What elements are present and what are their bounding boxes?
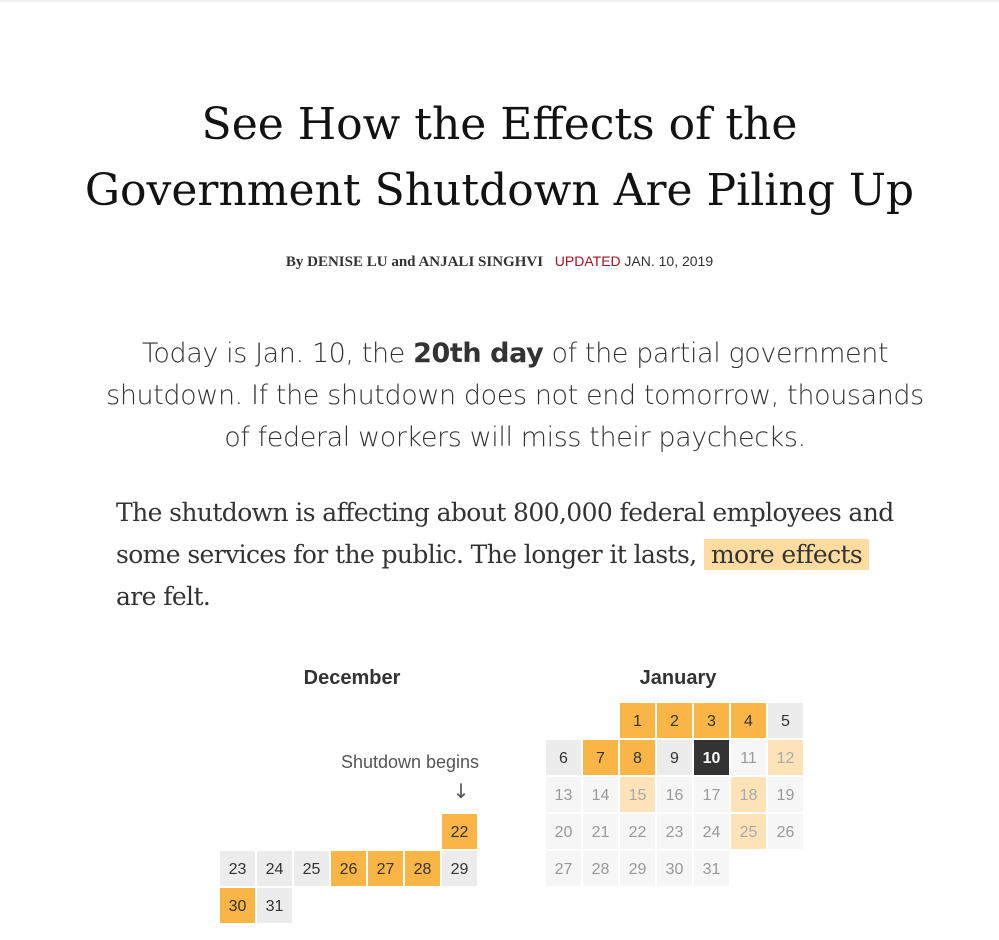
january-day-29[interactable]: 29 (619, 850, 656, 887)
january-day-30[interactable]: 30 (656, 850, 693, 887)
headline: See How the Effects of the Government Sh… (0, 92, 999, 224)
january-day-27[interactable]: 27 (545, 850, 582, 887)
january-day-22[interactable]: 22 (619, 813, 656, 850)
january-day-10[interactable]: 10 (693, 739, 730, 776)
author-link-2[interactable]: ANJALI SINGHVI (418, 254, 544, 270)
january-day-18[interactable]: 18 (730, 776, 767, 813)
december-day-30[interactable]: 30 (219, 887, 256, 924)
january-day-15[interactable]: 15 (619, 776, 656, 813)
january-day-2[interactable]: 2 (656, 702, 693, 739)
summary-paragraph: Today is Jan. 10, the 20th day of the pa… (100, 333, 930, 459)
january-day-20[interactable]: 20 (545, 813, 582, 850)
january-day-13[interactable]: 13 (545, 776, 582, 813)
body-text-end: are felt. (116, 582, 211, 611)
january-day-21[interactable]: 21 (582, 813, 619, 850)
january-day-11[interactable]: 11 (730, 739, 767, 776)
december-day-24[interactable]: 24 (256, 850, 293, 887)
january-day-8[interactable]: 8 (619, 739, 656, 776)
january-day-6[interactable]: 6 (545, 739, 582, 776)
top-divider (0, 0, 999, 2)
byline-prefix: By (285, 254, 304, 270)
december-day-22[interactable]: 22 (441, 813, 478, 850)
shutdown-begins-label: Shutdown begins (340, 752, 480, 772)
headline-line-2: Government Shutdown Are Piling Up (84, 165, 915, 216)
updated-label: UPDATED (554, 253, 621, 269)
january-day-9[interactable]: 9 (656, 739, 693, 776)
down-arrow-icon: ↓ (452, 779, 470, 803)
january-day-19[interactable]: 19 (767, 776, 804, 813)
publish-date: JAN. 10, 2019 (624, 253, 714, 269)
december-day-27[interactable]: 27 (367, 850, 404, 887)
january-day-16[interactable]: 16 (656, 776, 693, 813)
more-effects-highlight[interactable]: more effects (703, 539, 870, 570)
byline-joiner: and (391, 254, 416, 270)
body-text-start: The shutdown is affecting about 800,000 … (116, 498, 894, 569)
january-day-23[interactable]: 23 (656, 813, 693, 850)
january-day-4[interactable]: 4 (730, 702, 767, 739)
january-day-28[interactable]: 28 (582, 850, 619, 887)
body-paragraph: The shutdown is affecting about 800,000 … (116, 492, 916, 618)
december-day-25[interactable]: 25 (293, 850, 330, 887)
january-day-26[interactable]: 26 (767, 813, 804, 850)
january-day-25[interactable]: 25 (730, 813, 767, 850)
january-day-17[interactable]: 17 (693, 776, 730, 813)
byline: By DENISE LU and ANJALI SINGHVI UPDATED … (0, 253, 999, 271)
january-day-24[interactable]: 24 (693, 813, 730, 850)
summary-day-count: 20th day (413, 338, 544, 369)
january-day-1[interactable]: 1 (619, 702, 656, 739)
december-day-29[interactable]: 29 (441, 850, 478, 887)
january-day-31[interactable]: 31 (693, 850, 730, 887)
january-day-12[interactable]: 12 (767, 739, 804, 776)
summary-text-start: Today is Jan. 10, the (141, 338, 414, 369)
december-day-23[interactable]: 23 (219, 850, 256, 887)
author-link-1[interactable]: DENISE LU (307, 254, 388, 270)
december-day-28[interactable]: 28 (404, 850, 441, 887)
headline-line-1: See How the Effects of the (201, 99, 798, 150)
december-title: December (303, 667, 401, 689)
january-day-14[interactable]: 14 (582, 776, 619, 813)
january-title: January (639, 667, 717, 689)
december-day-26[interactable]: 26 (330, 850, 367, 887)
january-day-7[interactable]: 7 (582, 739, 619, 776)
december-day-31[interactable]: 31 (256, 887, 293, 924)
january-day-5[interactable]: 5 (767, 702, 804, 739)
january-day-3[interactable]: 3 (693, 702, 730, 739)
summary-text-end: of the partial government shutdown. If t… (106, 338, 924, 453)
